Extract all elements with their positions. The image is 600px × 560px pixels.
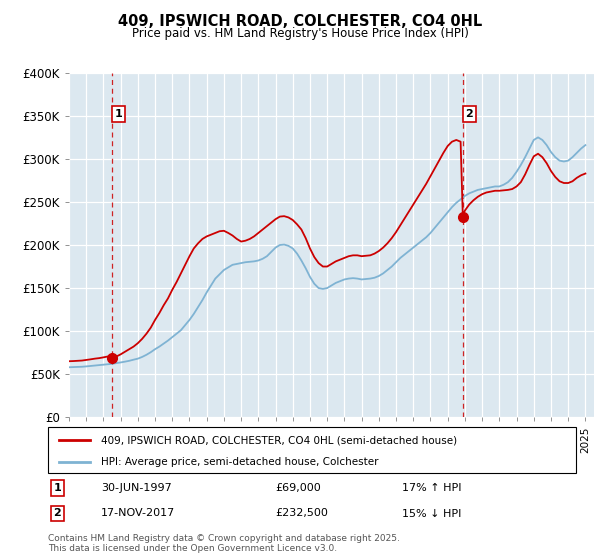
Text: 17% ↑ HPI: 17% ↑ HPI [402,483,461,493]
Text: Price paid vs. HM Land Registry's House Price Index (HPI): Price paid vs. HM Land Registry's House … [131,27,469,40]
Text: 17-NOV-2017: 17-NOV-2017 [101,508,175,519]
Text: 1: 1 [53,483,61,493]
Text: £69,000: £69,000 [275,483,321,493]
Text: 1: 1 [115,109,122,119]
Text: 409, IPSWICH ROAD, COLCHESTER, CO4 0HL: 409, IPSWICH ROAD, COLCHESTER, CO4 0HL [118,14,482,29]
Text: 409, IPSWICH ROAD, COLCHESTER, CO4 0HL (semi-detached house): 409, IPSWICH ROAD, COLCHESTER, CO4 0HL (… [101,435,457,445]
Text: 15% ↓ HPI: 15% ↓ HPI [402,508,461,519]
Text: £232,500: £232,500 [275,508,328,519]
Text: 30-JUN-1997: 30-JUN-1997 [101,483,172,493]
Text: Contains HM Land Registry data © Crown copyright and database right 2025.
This d: Contains HM Land Registry data © Crown c… [48,534,400,553]
Text: HPI: Average price, semi-detached house, Colchester: HPI: Average price, semi-detached house,… [101,457,379,466]
Text: 2: 2 [466,109,473,119]
Text: 2: 2 [53,508,61,519]
